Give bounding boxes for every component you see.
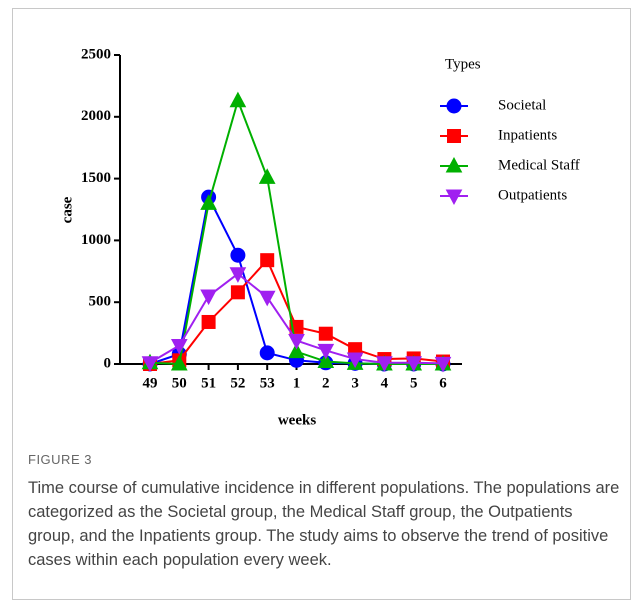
data-point	[346, 352, 364, 369]
x-tick-label: 2	[322, 375, 330, 391]
y-tick-label: 2000	[81, 108, 111, 124]
x-tick-label: 49	[143, 375, 158, 391]
data-point	[259, 345, 275, 361]
data-point	[260, 253, 275, 268]
legend-marker	[445, 156, 463, 173]
x-tick-label: 1	[293, 375, 301, 391]
legend-label: Outpatients	[498, 187, 567, 203]
x-axis-label: weeks	[278, 412, 316, 428]
x-tick-label: 4	[381, 375, 389, 391]
data-point	[405, 356, 423, 372]
data-point	[230, 285, 245, 300]
x-tick-label: 52	[230, 375, 245, 391]
data-point	[317, 352, 335, 369]
x-tick-label: 5	[410, 375, 418, 391]
y-tick-label: 500	[89, 294, 112, 310]
data-point	[258, 290, 276, 307]
data-point	[229, 267, 247, 283]
data-point	[170, 338, 188, 355]
data-point	[288, 334, 305, 350]
data-point	[200, 289, 217, 306]
data-point	[141, 356, 159, 372]
chart: weeks case Types 0 500 1000 1500 2000 2500 49 5…	[59, 46, 580, 428]
legend-label: Medical Staff	[498, 157, 580, 173]
x-tick-label: 53	[260, 375, 275, 391]
y-tick-label: 1000	[81, 232, 111, 248]
y-tick-label: 2500	[81, 46, 111, 62]
legend-label: Societal	[498, 97, 546, 113]
data-point	[200, 194, 217, 210]
legend-marker	[446, 98, 462, 114]
data-point	[201, 314, 216, 329]
data-point	[258, 168, 276, 184]
data-point	[230, 247, 246, 263]
y-tick-label: 0	[104, 355, 112, 371]
data-point	[170, 354, 188, 371]
caption-text: Time course of cumulative incidence in d…	[28, 479, 620, 569]
legend-label: Inpatients	[498, 127, 557, 143]
x-tick-label: 3	[351, 375, 359, 391]
data-point	[317, 343, 335, 360]
legend-marker	[447, 129, 461, 143]
data-point	[229, 91, 247, 108]
y-axis-label: case	[59, 196, 75, 223]
data-point	[318, 326, 333, 341]
x-tick-label: 50	[172, 375, 187, 391]
figure-frame	[12, 8, 631, 600]
data-point	[434, 356, 452, 373]
legend-title: Types	[445, 56, 481, 72]
x-tick-label: 51	[201, 375, 216, 391]
legend-marker	[445, 189, 463, 206]
data-point	[376, 356, 393, 372]
x-tick-label: 6	[439, 375, 447, 391]
caption-label: FIGURE 3	[28, 452, 92, 467]
y-tick-label: 1500	[81, 170, 111, 186]
data-point	[288, 342, 305, 359]
